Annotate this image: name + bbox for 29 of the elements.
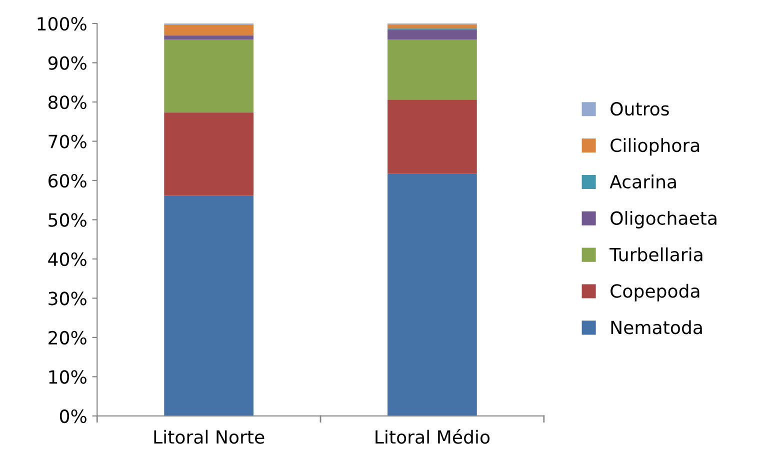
legend-label: Acarina [610, 174, 676, 189]
y-tick-label: 10% [49, 370, 86, 384]
legend-label: Nematoda [611, 320, 702, 334]
bar [388, 40, 477, 100]
bar [388, 174, 477, 416]
y-tick-label: 20% [48, 330, 86, 345]
y-tick-label: 70% [48, 134, 86, 148]
legend-label: Turbellaria [610, 247, 702, 262]
y-tick-label: 40% [48, 252, 86, 266]
y-tick-label: 80% [48, 95, 86, 110]
y-tick-label: 100% [38, 16, 86, 31]
y-tick-label: 0% [60, 409, 86, 424]
bar [164, 24, 254, 36]
x-tick-label: Litoral Norte [154, 430, 264, 444]
legend-label: Oligochaeta [610, 210, 716, 228]
x-tick-label: Litoral Médio [376, 429, 490, 444]
y-tick-label: 50% [48, 213, 86, 227]
bar [164, 196, 254, 416]
y-tick-label: 60% [48, 174, 86, 188]
y-tick-label: 30% [48, 292, 86, 306]
bar [388, 100, 477, 174]
legend-label: Ciliophora [610, 138, 700, 156]
legend-label: Copepoda [610, 284, 700, 302]
bar [388, 29, 477, 40]
legend-label: Outros [610, 102, 669, 116]
bar [164, 35, 254, 40]
y-tick-label: 90% [48, 56, 86, 70]
bar [164, 40, 254, 112]
bar [164, 112, 254, 196]
